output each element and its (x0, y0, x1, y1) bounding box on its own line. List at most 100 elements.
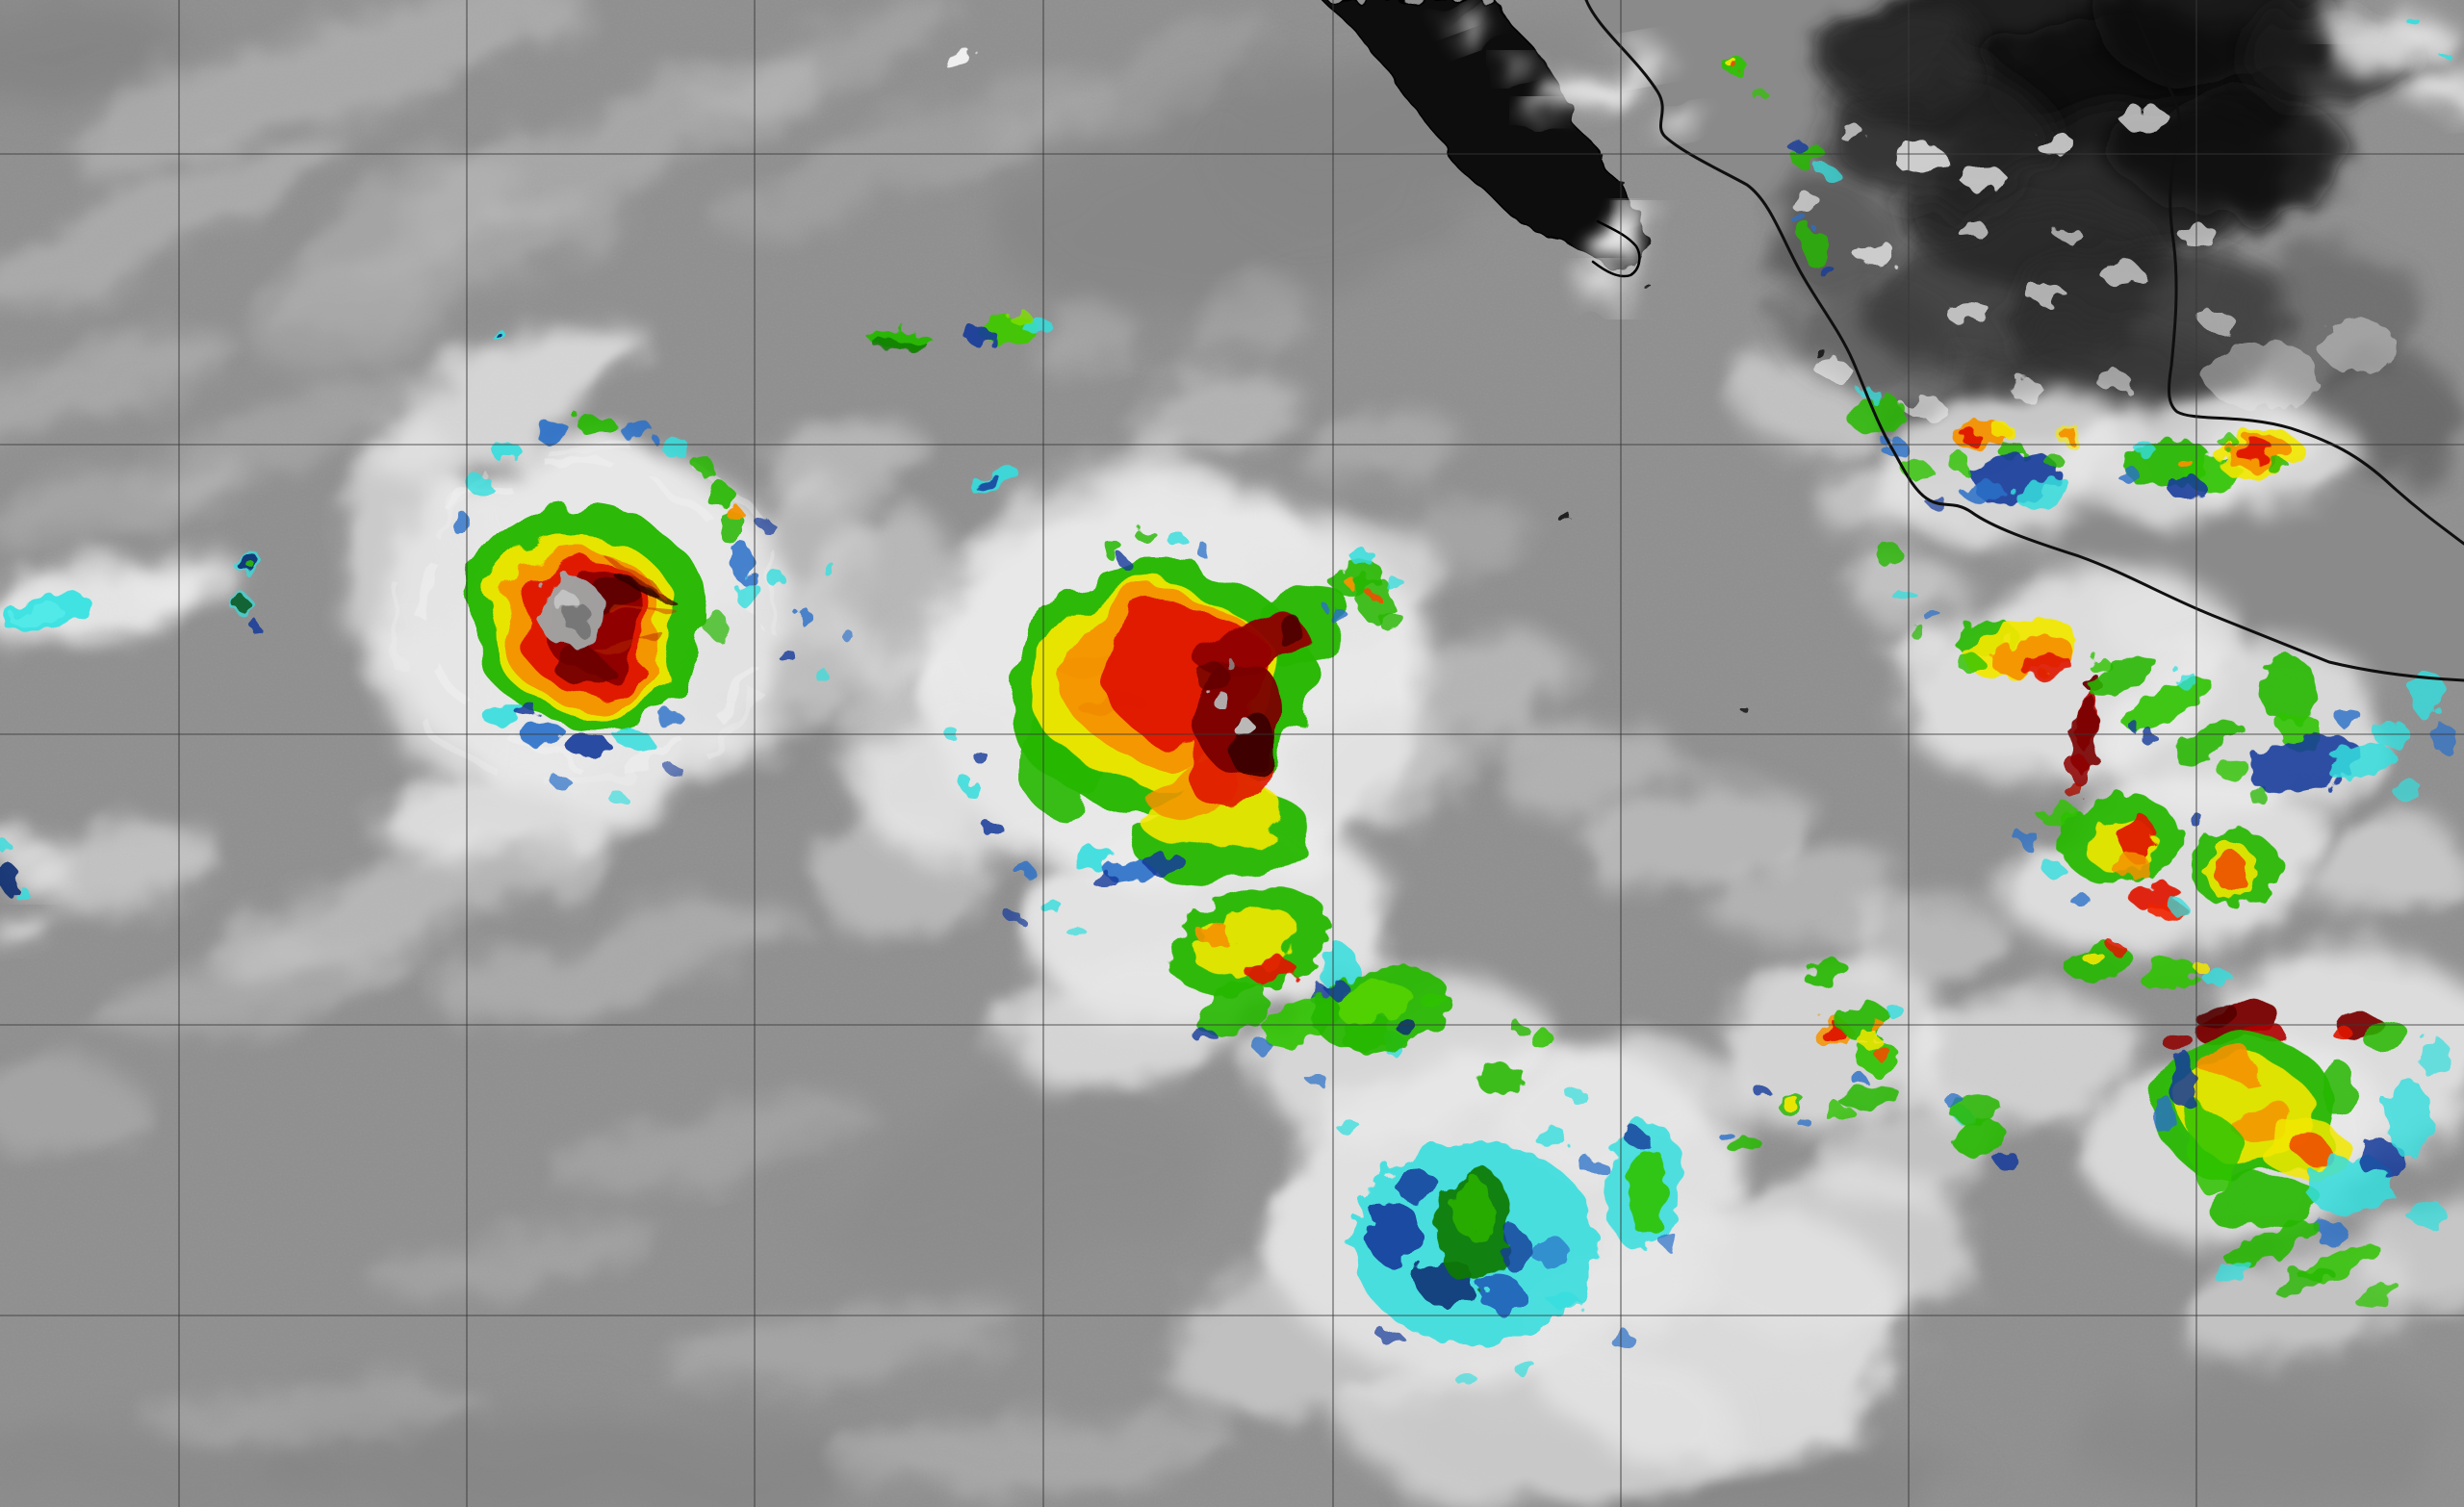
coastal-convection-north (1850, 396, 1908, 436)
land-cloud-speckle (2201, 313, 2236, 332)
coastal-cluster-south (2168, 900, 2187, 913)
tropical-storm-fringe (1008, 913, 1023, 925)
cloud-streak (252, 265, 441, 370)
cloud-mass (1550, 68, 1636, 115)
south-central-cluster (1511, 1022, 1527, 1034)
hurricane-core (647, 597, 681, 612)
land-cloud-speckle (2026, 282, 2065, 305)
cloud-streak (303, 154, 525, 289)
hurricane-outer-convection (690, 457, 715, 478)
land-cloud-speckle (2320, 319, 2397, 373)
tropical-storm-overshoot-dots (1212, 691, 1229, 708)
offshore-cluster-guerrero (1720, 1133, 1735, 1142)
land-cloud-speckle (1893, 145, 1947, 172)
tropical-storm-fringe (1355, 575, 1394, 622)
hurricane-eye (552, 591, 575, 610)
offshore-cluster-guerrero (1801, 958, 1847, 986)
cloud-mass (1503, 60, 1538, 79)
south-central-cluster (1396, 1169, 1438, 1202)
southeast-cluster-fringe (2169, 1051, 2196, 1109)
cloud-streak (1121, 370, 1304, 458)
coastal-cluster-mid (2433, 724, 2456, 754)
island (1644, 284, 1652, 290)
cloud-mass (1629, 212, 1667, 235)
coastal-cluster-south (2112, 853, 2150, 880)
land-cloud-speckle (1958, 222, 1989, 240)
west-cyan-patch (0, 841, 12, 853)
south-central-cluster (1625, 1129, 1648, 1146)
south-central-cluster (1501, 1230, 1531, 1272)
offshore-cluster-guerrero (1756, 1087, 1771, 1099)
southeast-cluster-fringe (2420, 1037, 2451, 1080)
coastline-gulf-of-mexico (2127, 0, 2464, 546)
small-convection-speck (980, 474, 999, 492)
small-convection-speck (946, 47, 969, 68)
cloud-mass (1449, 14, 1497, 43)
south-central-cluster (1579, 1158, 1606, 1175)
southeast-cluster-fringe (2217, 1262, 2253, 1283)
coastline-pacific (1584, 0, 2464, 682)
west-cyan-patch (248, 562, 256, 570)
cloud-mass (756, 476, 871, 650)
hurricane-south-band (513, 701, 536, 716)
offshore-cluster-guerrero (1852, 1074, 1867, 1086)
cloud-mass (2310, 808, 2464, 924)
coastal-cluster-south (2084, 951, 2105, 966)
coastal-cluster-mid (2136, 727, 2153, 740)
hurricane-south-band (666, 764, 681, 776)
offshore-cluster-guerrero (1797, 1117, 1810, 1127)
hurricane-outer-convection (726, 506, 743, 520)
west-cyan-patch (251, 623, 263, 634)
island (1740, 706, 1748, 712)
offshore-cluster-guerrero (1994, 1152, 2019, 1169)
coastal-cluster-mid (2173, 671, 2196, 686)
south-central-cluster (1367, 1201, 1421, 1266)
hurricane-core (615, 576, 661, 601)
coastal-cluster-south (2015, 830, 2038, 845)
coastal-cluster-northwest (1962, 430, 1981, 446)
offshore-cluster-guerrero (1873, 1046, 1890, 1060)
offshore-cluster-guerrero (1840, 1085, 1898, 1110)
coastal-convection-north (1924, 610, 1941, 622)
coastal-cluster-south (2121, 814, 2156, 864)
coastal-cluster-northwest (2045, 455, 2065, 469)
offshore-cluster-guerrero (1946, 1096, 1965, 1110)
tropical-storm-fringe (1195, 545, 1211, 556)
southeast-cluster (2208, 1177, 2320, 1233)
tropical-storm-fringe (1013, 860, 1032, 876)
coastal-cluster-mid (2260, 656, 2318, 726)
land-dark-terrain (1761, 183, 1896, 298)
coastal-cluster-northwest (2116, 466, 2139, 481)
hurricane-outer-convection (731, 544, 756, 582)
hurricane-outer-convection (779, 650, 796, 663)
island (1612, 177, 1622, 185)
south-central-cluster (1326, 981, 1349, 998)
hurricane-spiral-band (396, 441, 783, 791)
coastal-cluster-mid (2220, 759, 2246, 780)
coastal-cluster-mid (2391, 779, 2422, 799)
small-convection-speck (966, 327, 997, 346)
land-cloud-speckle (2101, 263, 2143, 286)
sea-shade-patch (2069, 1376, 2454, 1507)
cloud-streak (1397, 502, 1529, 575)
cloud-streak (0, 333, 236, 437)
small-convection-speck (871, 338, 929, 351)
coastal-cluster-northwest (1989, 421, 2012, 436)
tropical-storm-fringe (1368, 591, 1377, 599)
small-convection-speck (1009, 311, 1032, 324)
coastal-cluster-south (2071, 894, 2091, 907)
south-central-cluster (1550, 1292, 1578, 1310)
cloud-streak (99, 945, 401, 1037)
hurricane-spiral-band (417, 463, 761, 769)
hurricane-outer-convection (737, 579, 760, 610)
hurricane-core (603, 636, 671, 657)
tropical-storm-core (1197, 666, 1232, 693)
coastal-cluster-mid (2372, 722, 2410, 745)
hurricane-core (552, 648, 603, 680)
cloud-mass (1659, 113, 1706, 138)
coastal-cluster-south (2041, 860, 2063, 876)
coastal-convection-north (1754, 90, 1769, 102)
offshore-cluster-guerrero (1783, 1097, 1802, 1112)
